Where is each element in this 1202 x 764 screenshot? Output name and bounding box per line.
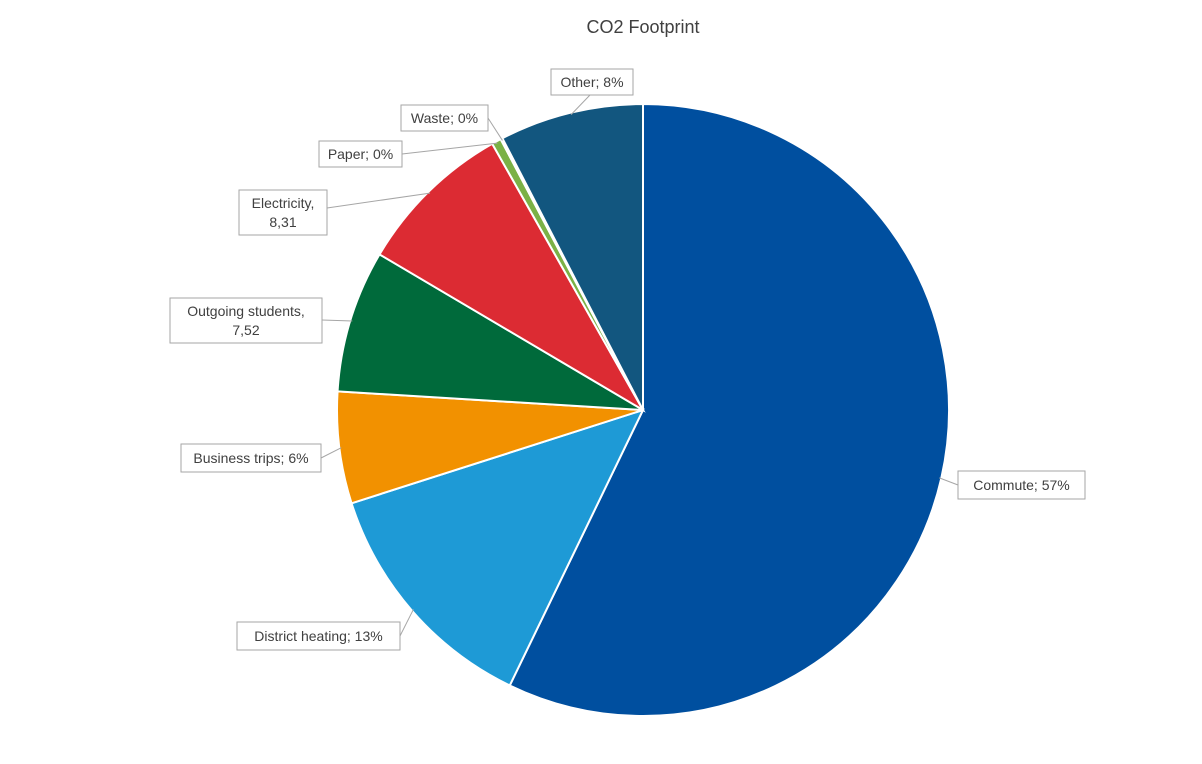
data-label-box (957, 470, 1086, 500)
data-label-outgoing-students: Outgoing students, 7,52 (169, 297, 323, 344)
pie-slice-electricity (378, 142, 646, 413)
data-label-paper: Paper; 0% (318, 140, 403, 168)
data-label-box (238, 189, 328, 236)
data-label-box (318, 140, 403, 168)
leader-line (399, 609, 414, 637)
data-label-box (400, 104, 489, 132)
pie-slice-other (501, 102, 644, 411)
data-label-waste: Waste; 0% (400, 104, 489, 132)
data-label-box (169, 297, 323, 344)
data-label-value: 8,31 (269, 214, 296, 230)
data-label-electricity: Electricity, 8,31 (238, 189, 328, 236)
pie-slice-outgoing-students (336, 253, 644, 411)
data-label-box (180, 443, 322, 473)
data-label-text: Other; 8% (560, 74, 623, 90)
leader-line (401, 142, 498, 155)
chart-title: CO2 Footprint (586, 17, 699, 37)
data-label-text: Commute; 57% (973, 477, 1069, 493)
data-label-text: District heating; 13% (254, 628, 382, 644)
leader-line (939, 477, 959, 486)
data-label-box (550, 68, 634, 96)
leader-line (326, 192, 431, 209)
label-leader-lines (320, 94, 959, 637)
data-label-text: Outgoing students, (187, 303, 305, 319)
leader-line (570, 94, 591, 115)
leader-line (321, 319, 353, 322)
data-label-text: Waste; 0% (411, 110, 478, 126)
pie-slices (336, 102, 950, 717)
data-label-commute: Commute; 57% (957, 470, 1086, 500)
pie-slice-district-heating (350, 408, 645, 687)
leader-line (320, 447, 342, 459)
data-label-business-trips: Business trips; 6% (180, 443, 322, 473)
data-label-text: Paper; 0% (328, 146, 393, 162)
data-label-text: Business trips; 6% (193, 450, 308, 466)
data-label-district-heating: District heating; 13% (236, 621, 401, 651)
data-label-value: 7,52 (232, 322, 259, 338)
data-label-other: Other; 8% (550, 68, 634, 96)
data-labels: Commute; 57% District heating; 13% Busines… (169, 68, 1086, 651)
data-label-box (236, 621, 401, 651)
leader-line (487, 117, 503, 141)
data-label-text: Electricity, (252, 195, 315, 211)
